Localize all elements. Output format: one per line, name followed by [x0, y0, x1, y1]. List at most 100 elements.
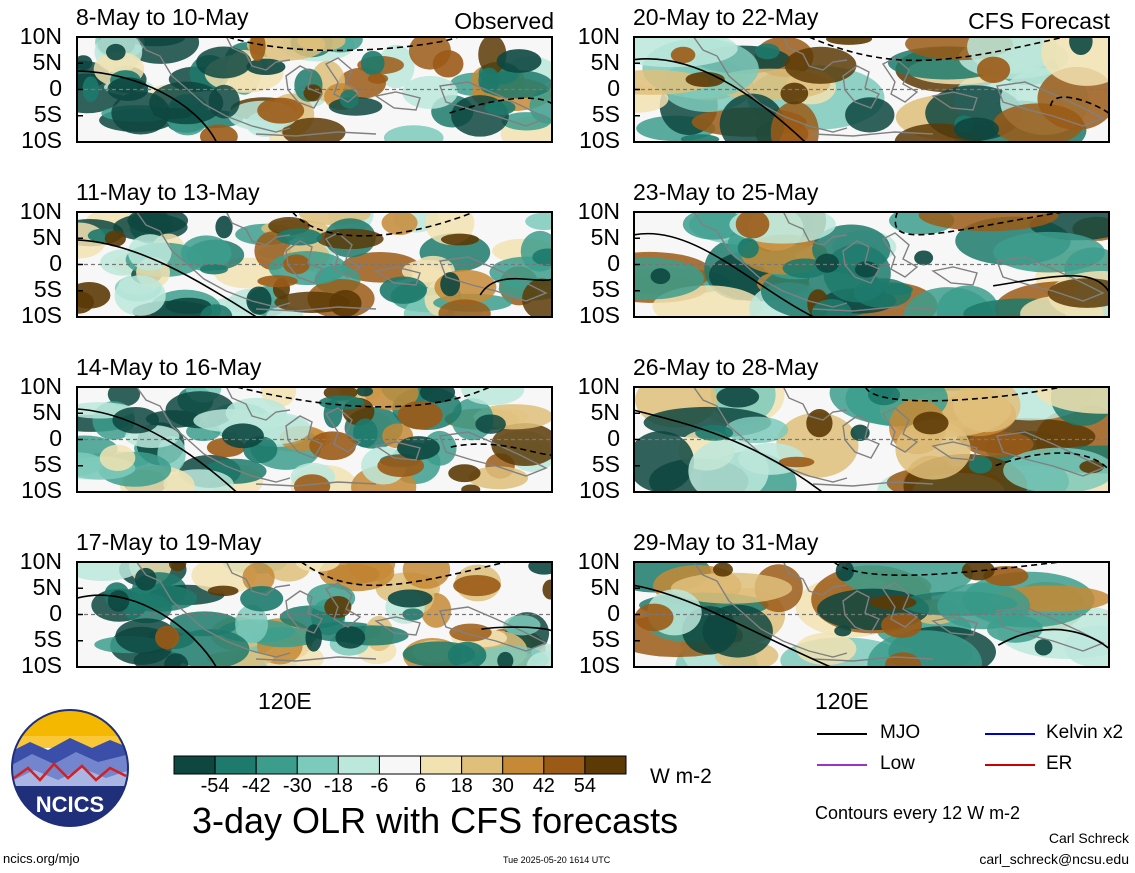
lon-label-left: 120E [258, 688, 312, 714]
olr-anomaly-core [716, 387, 760, 408]
olr-anomaly-blob [401, 259, 452, 283]
olr-anomaly-core [221, 423, 264, 449]
coastline [782, 562, 848, 596]
olr-anomaly-core [448, 464, 481, 483]
panel-tag-observed: Observed [454, 8, 554, 34]
panel-title-1: 8-May to 10-May [76, 4, 249, 30]
olr-map-panel-6 [633, 211, 1110, 318]
coastline [225, 562, 291, 596]
mjo-contour [77, 239, 257, 317]
olr-anomaly-core [257, 97, 305, 124]
mjo-contour [634, 584, 832, 667]
lat-label: 10N [577, 23, 620, 49]
mjo-contour [300, 562, 506, 587]
coastline [996, 256, 1105, 302]
lat-label: 5N [590, 49, 620, 75]
lat-label: 0 [49, 425, 62, 451]
olr-anomaly-blob [1003, 447, 1109, 492]
mjo-contour [77, 594, 217, 667]
figure-title: 3-day OLR with CFS forecasts [192, 800, 679, 841]
olr-anomaly-core [276, 228, 323, 246]
coastline [324, 582, 362, 628]
author-name: Carl Schreck [1048, 830, 1129, 846]
coastline [881, 582, 919, 628]
olr-anomaly-core [496, 49, 542, 73]
lat-label: 10N [19, 198, 62, 224]
olr-anomaly-core [356, 387, 374, 397]
coastline [692, 37, 848, 133]
olr-anomaly-core [207, 585, 239, 597]
coastline [374, 441, 421, 461]
panel-title-4: 17-May to 19-May [76, 529, 262, 555]
lat-label: 10S [579, 302, 620, 328]
olr-anomaly-core [447, 641, 487, 667]
coastline [374, 266, 421, 286]
coastline [135, 562, 291, 658]
mjo-contour [1049, 96, 1109, 114]
mjo-contour [479, 277, 552, 296]
coastline [931, 616, 978, 636]
lat-label: 0 [607, 250, 620, 276]
coastline [782, 37, 848, 71]
timestamp: Tue 2025-05-20 1614 UTC [503, 855, 611, 865]
coastline [812, 306, 934, 312]
olr-anomaly-core [240, 585, 284, 612]
olr-anomaly-core [680, 134, 720, 142]
legend-label-mjo: MJO [880, 722, 921, 743]
olr-anomaly-blob [895, 419, 971, 480]
mjo-contour [227, 37, 459, 52]
coastline [881, 232, 919, 278]
olr-anomaly-core [825, 37, 873, 45]
olr-anomaly-core [528, 562, 552, 575]
olr-anomaly-blob [475, 414, 506, 434]
olr-anomaly-core [329, 289, 362, 317]
mjo-contour [864, 387, 1062, 402]
mjo-contour [481, 626, 552, 632]
olr-anomaly-blob [770, 101, 819, 142]
coastline [842, 240, 880, 284]
olr-anomaly-blob [99, 444, 136, 472]
olr-anomaly-core [835, 562, 854, 582]
olr-anomaly-blob [1041, 37, 1109, 86]
coastline [324, 407, 362, 453]
lat-label: 10S [579, 652, 620, 678]
olr-anomaly-core [650, 268, 671, 285]
panel-title-2: 11-May to 13-May [76, 179, 260, 205]
olr-anomaly-core [735, 212, 770, 239]
lat-label: 5S [33, 276, 62, 302]
olr-anomaly-core [778, 456, 815, 468]
olr-anomaly-core [335, 626, 366, 649]
mjo-contour [450, 443, 552, 456]
logo-text: NCICS [36, 792, 104, 817]
colorbar-tick: 30 [491, 775, 514, 797]
author-email: carl_schreck@ncsu.edu [979, 851, 1129, 867]
mjo-contour [634, 232, 815, 317]
colorbar-swatch [378, 755, 422, 775]
olr-anomaly-core [77, 55, 93, 71]
lat-label: 10S [579, 127, 620, 153]
colorbar-swatch [255, 755, 298, 775]
olr-anomaly-blob [381, 212, 418, 235]
coastline [135, 387, 291, 483]
olr-anomaly-blob [297, 37, 346, 52]
lat-label: 5S [591, 626, 620, 652]
olr-anomaly-core [323, 399, 343, 429]
olr-anomaly-core [806, 409, 833, 438]
lat-label: 10N [577, 373, 620, 399]
lat-label: 10S [579, 477, 620, 503]
legend-line-mjo [817, 733, 867, 735]
olr-anomaly-blob [118, 584, 198, 612]
olr-anomaly-core [168, 562, 187, 572]
ncics-logo: NCICS [10, 708, 130, 833]
lat-label: 0 [607, 425, 620, 451]
mjo-contour [808, 37, 1065, 62]
olr-anomaly-core [885, 652, 922, 667]
coastline [225, 37, 291, 71]
colorbar-tick: -30 [282, 775, 312, 797]
mjo-contour [291, 212, 475, 237]
olr-anomaly-core [453, 574, 501, 597]
olr-anomaly-core [713, 562, 733, 577]
coastline [782, 387, 848, 421]
mjo-contour [894, 212, 1063, 236]
panel-tag-forecast: CFS Forecast [968, 8, 1110, 34]
